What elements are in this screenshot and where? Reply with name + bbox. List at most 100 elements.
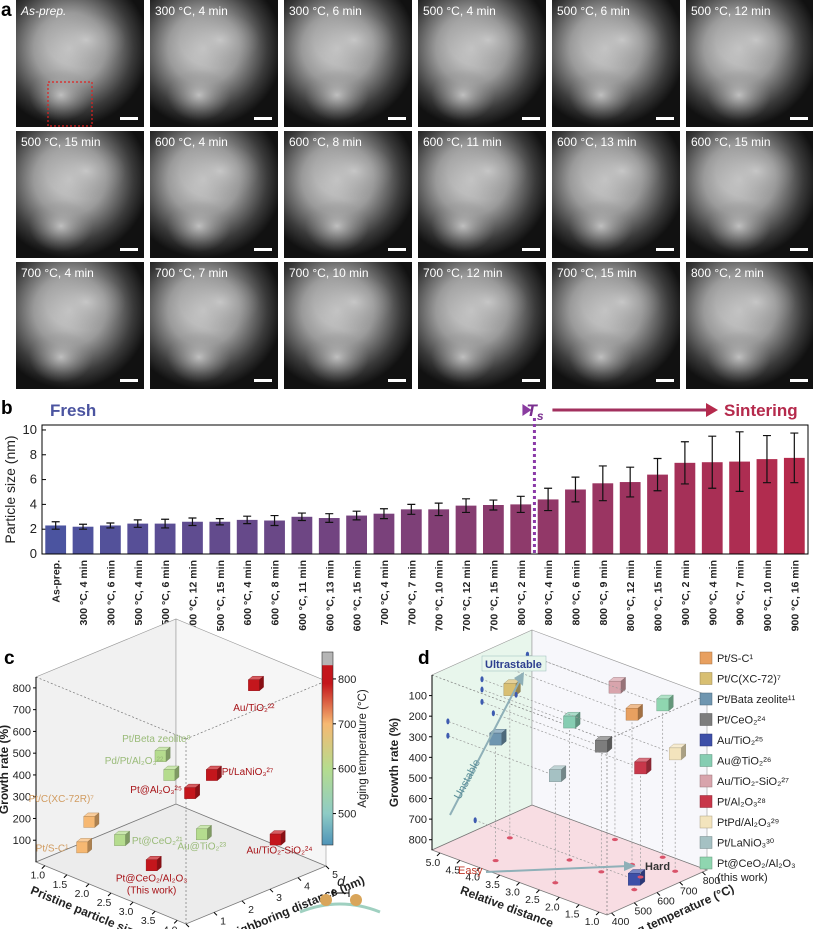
error-bar: [598, 465, 607, 502]
annotation: Easy: [458, 865, 483, 877]
z-axis-title: Growth rate (%): [0, 725, 11, 814]
colorbar-tick-label: 700: [338, 719, 356, 731]
micrograph-texture: [582, 12, 662, 68]
bar: [346, 515, 368, 554]
tile-label: 800 °C, 2 min: [691, 266, 764, 280]
error-bar: [790, 432, 799, 484]
data-cube: [608, 676, 627, 694]
scale-bar: [388, 248, 406, 251]
z-tick-label: 300: [409, 732, 427, 744]
floor-projection: [566, 858, 573, 862]
x-tick-label: 500 °C, 12 min: [187, 560, 199, 631]
wall-line: [527, 654, 663, 706]
tile-label: 700 °C, 12 min: [423, 266, 503, 280]
error-bar: [516, 495, 525, 514]
x-tick-label: 500 °C, 15 min: [215, 560, 227, 631]
cube-front: [248, 679, 260, 691]
annotation-arrow: [485, 865, 629, 873]
x-tick-label: 4.5: [446, 864, 461, 876]
micrograph-texture: [314, 12, 394, 68]
annotation-arrowhead: [514, 672, 524, 686]
x-tick-label: 700 °C, 10 min: [434, 560, 446, 631]
micrograph-texture: [29, 200, 93, 252]
micrograph-texture: [167, 69, 231, 121]
micrograph-texture: [29, 69, 93, 121]
x-tick-label: 1.5: [565, 909, 580, 921]
y-tick-label: 400: [612, 916, 630, 928]
x-tick-label: 900 °C, 4 min: [707, 560, 719, 625]
plot-frame: [41, 424, 809, 555]
data-cube: [183, 783, 201, 800]
point-label: (This work): [127, 885, 176, 896]
legend-label: Au@TiO₂²⁶: [717, 756, 771, 768]
error-bar: [708, 435, 717, 489]
z-tick-label: 800: [13, 683, 31, 695]
micrograph-texture: [180, 143, 260, 199]
error-bar: [325, 513, 334, 523]
x-tick-label: 4.0: [163, 924, 178, 929]
error-bar: [489, 499, 498, 511]
micrograph-texture: [448, 12, 528, 68]
cube-front: [563, 715, 576, 729]
x-tick-label: 600 °C, 11 min: [297, 560, 309, 631]
x-tick-label: 800 °C, 12 min: [625, 560, 637, 631]
scale-bar: [656, 117, 674, 120]
x-tick: [107, 892, 112, 897]
data-cube: [548, 765, 567, 783]
x-tick-label: 2.5: [97, 897, 112, 909]
scale-bar: [522, 248, 540, 251]
x-tick-label: 1.0: [585, 916, 600, 928]
y-tick: [702, 871, 706, 876]
x-tick-label: 900 °C, 10 min: [762, 560, 774, 631]
point-label: Pt/Beta zeolite⁹: [122, 734, 191, 745]
error-bar: [735, 431, 744, 492]
x-tick-label: 300 °C, 6 min: [105, 560, 117, 625]
error-bar: [680, 441, 689, 485]
x-tick-label: 1.5: [53, 879, 68, 891]
tile-label: 300 °C, 4 min: [155, 4, 228, 18]
annotation-arrowhead: [624, 861, 636, 871]
schematic-arrow: [332, 889, 350, 897]
bar: [99, 525, 121, 554]
scale-bar: [120, 379, 138, 382]
y-tick-label: 4: [304, 881, 310, 893]
tile-label: 500 °C, 4 min: [423, 4, 496, 18]
z-tick-label: 200: [409, 711, 427, 723]
error-bar: [626, 466, 635, 498]
bar: [236, 519, 258, 554]
bar: [619, 482, 641, 554]
bar: [455, 505, 477, 554]
box-edge: [35, 676, 187, 740]
error-bar: [133, 519, 142, 528]
x-tick: [496, 874, 500, 879]
error-bar: [352, 510, 361, 521]
y-tick-label: 6: [30, 472, 37, 487]
bar: [182, 521, 203, 554]
cube-front: [628, 873, 641, 886]
panel-label: a: [1, 0, 12, 21]
x-tick-label: 700 °C, 4 min: [379, 560, 391, 625]
tile-label: 500 °C, 6 min: [557, 4, 630, 18]
cube-front: [83, 816, 95, 828]
legend-swatch: [699, 815, 713, 829]
micrograph-texture: [305, 331, 369, 383]
point-label: Au/TiO₂²²: [233, 703, 275, 714]
scale-bar: [522, 379, 540, 382]
micrograph-texture: [431, 331, 495, 383]
error-bar: [188, 517, 197, 527]
error-bar: [462, 498, 471, 514]
x-tick-label: 800 °C, 15 min: [653, 560, 665, 631]
y-tick-label: 5: [332, 869, 338, 881]
cube-front: [184, 787, 196, 799]
y-tick-label: 8: [30, 447, 37, 462]
z-tick-label: 200: [13, 813, 31, 825]
error-bar: [544, 487, 553, 512]
bar: [428, 509, 450, 554]
tile-label: 600 °C, 15 min: [691, 135, 771, 149]
floor-projection: [506, 836, 513, 840]
floor-projection: [492, 858, 499, 863]
micrograph-texture: [305, 200, 369, 252]
wall-projection: [480, 686, 484, 693]
wall-line: [447, 735, 556, 776]
